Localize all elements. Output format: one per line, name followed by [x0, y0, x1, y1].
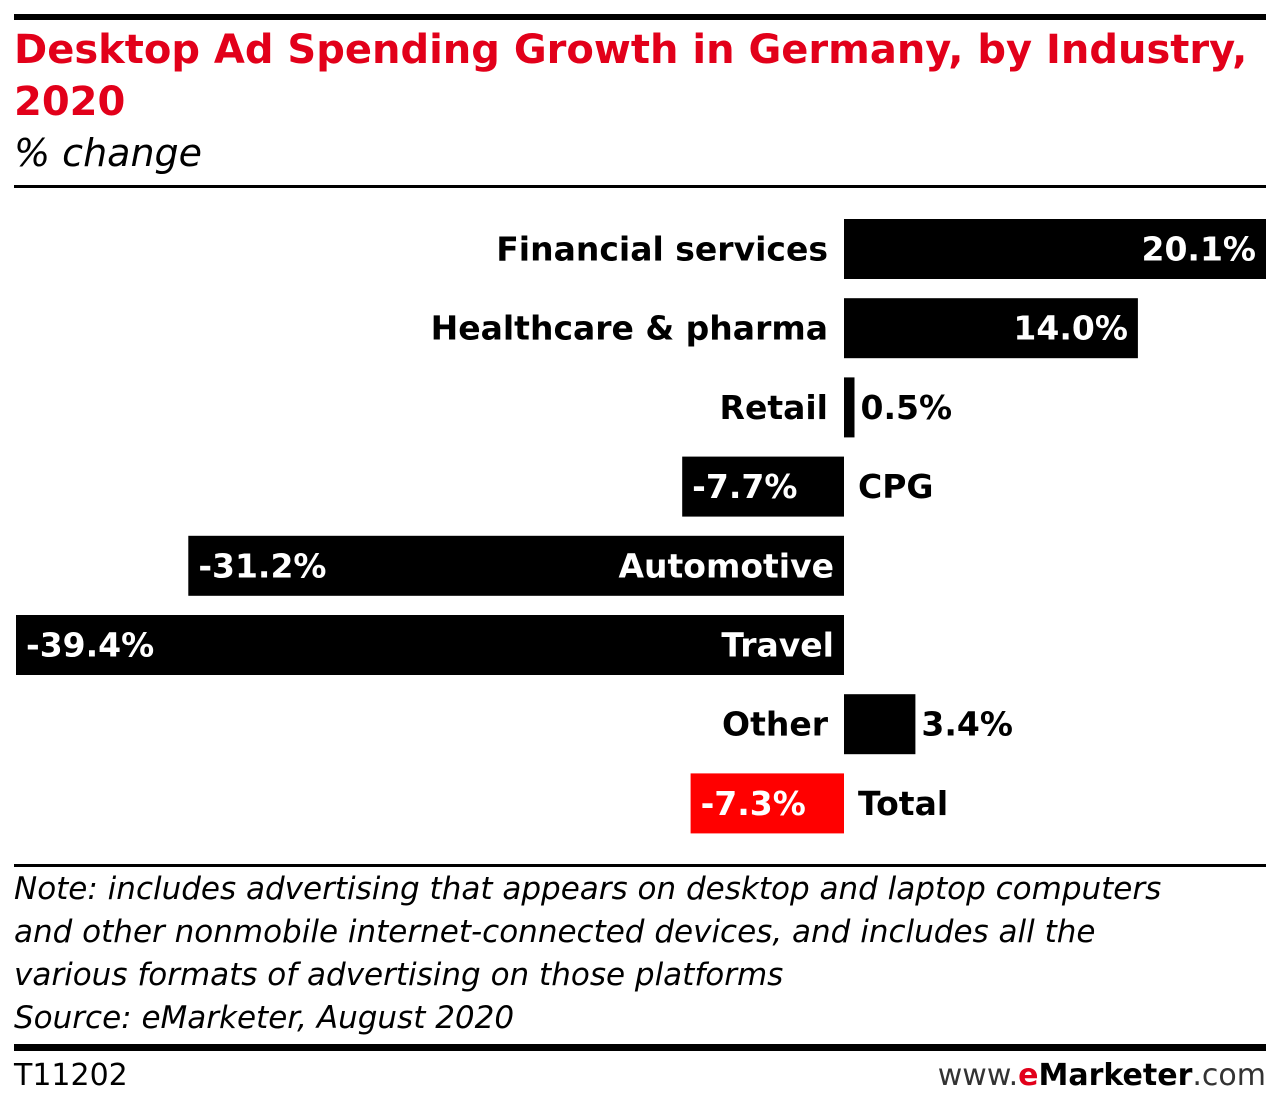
chart-code: T11202 — [14, 1058, 128, 1093]
note-line: various formats of advertising on those … — [14, 957, 784, 993]
category-label: Other — [722, 705, 829, 744]
bar-financial-services — [844, 219, 1266, 279]
header-rule — [14, 185, 1266, 188]
bar-chart: Financial services 20.1% Healthcare & phar… — [16, 219, 1266, 834]
category-label: Total — [858, 784, 948, 823]
category-label: Automotive — [618, 546, 834, 585]
brand-e: e — [1018, 1058, 1039, 1093]
chart-note: Note: includes advertising that appears … — [14, 868, 1264, 1040]
value-label: -7.3% — [701, 784, 806, 823]
note-line: Note: includes advertising that appears … — [14, 871, 1162, 907]
category-label: Travel — [721, 626, 834, 665]
bar-cpg — [682, 456, 844, 517]
category-label: Healthcare & pharma — [431, 309, 828, 348]
top-rule — [14, 14, 1266, 20]
value-label: -39.4% — [26, 626, 154, 665]
value-label: 3.4% — [921, 705, 1013, 744]
bar-total — [690, 773, 844, 834]
brand-name: Marketer — [1038, 1058, 1193, 1093]
bar-retail — [844, 377, 855, 438]
brand-suffix: .com — [1192, 1058, 1266, 1093]
note-line: and other nonmobile internet-connected d… — [14, 914, 1096, 950]
footer-rule — [14, 1044, 1266, 1051]
bar-automotive — [188, 535, 845, 596]
value-label: 14.0% — [1013, 309, 1128, 348]
brand-prefix: www. — [937, 1058, 1019, 1093]
bar-healthcare-pharma — [844, 298, 1138, 359]
value-label: 20.1% — [1142, 230, 1257, 269]
value-label: -7.7% — [692, 467, 797, 506]
category-label: Retail — [720, 388, 828, 427]
chart-title: Desktop Ad Spending Growth in Germany, b… — [14, 27, 1248, 125]
category-label: CPG — [858, 467, 934, 506]
value-label: -31.2% — [198, 546, 326, 585]
source-line: Source: eMarketer, August 2020 — [14, 1000, 515, 1036]
value-label: 0.5% — [860, 388, 952, 427]
category-label: Financial services — [496, 230, 828, 269]
chart-subtitle: % change — [14, 131, 203, 175]
note-rule — [14, 864, 1266, 867]
emarketer-logo: www.eMarketer.com — [938, 1056, 1266, 1096]
bar-travel — [16, 615, 844, 675]
bar-other — [844, 694, 916, 755]
